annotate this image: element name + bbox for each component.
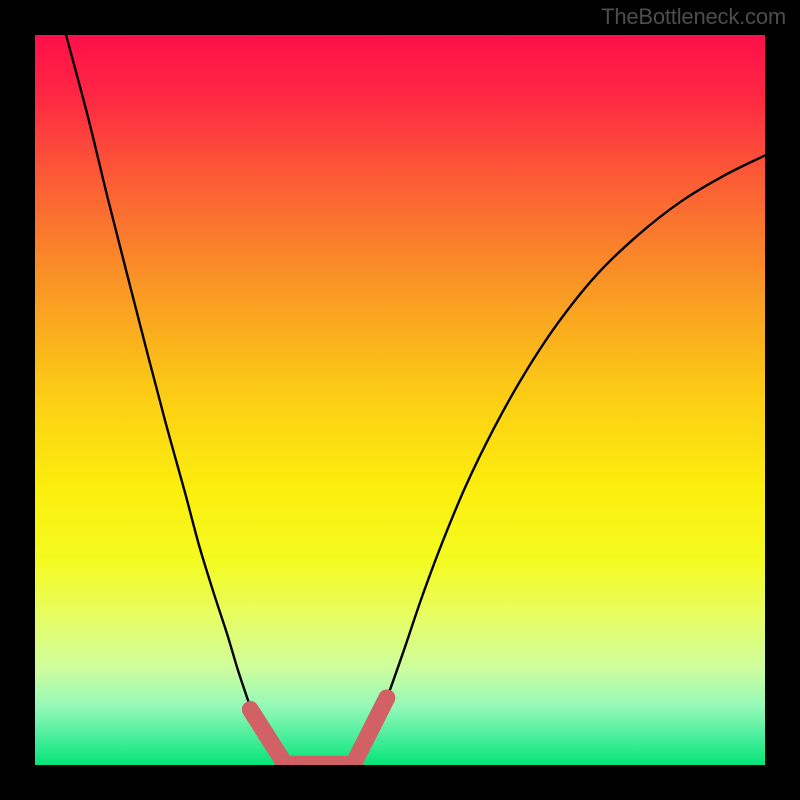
watermark-text: TheBottleneck.com	[601, 4, 786, 30]
figure-container: TheBottleneck.com	[0, 0, 800, 800]
bottleneck-chart	[0, 0, 800, 800]
plot-area	[35, 35, 765, 765]
